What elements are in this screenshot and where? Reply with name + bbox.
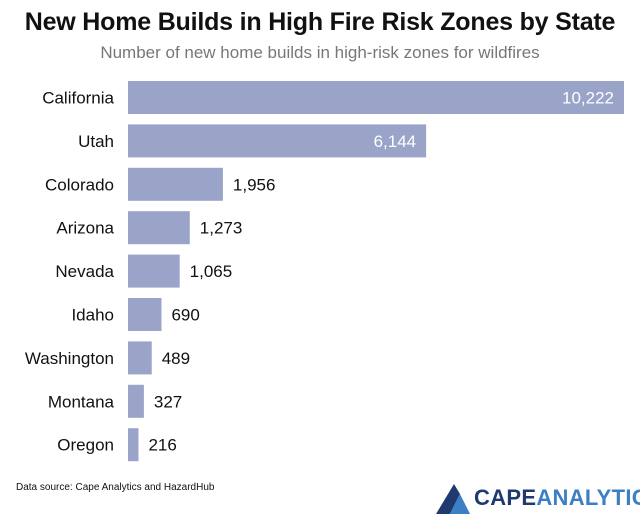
value-label: 1,065 [190,262,233,281]
category-label: Idaho [71,306,114,325]
value-label: 6,144 [374,132,417,151]
bar [128,428,139,462]
value-label: 489 [162,349,190,368]
logo-text-cape: CAPE [474,485,537,510]
category-label: Oregon [57,436,114,455]
logo-wordmark: CAPEANALYTICS [474,485,640,511]
category-label: Utah [78,132,114,151]
bar [128,167,223,201]
cape-analytics-logo: CAPEANALYTICS [436,480,640,516]
bar [128,341,152,375]
category-label: Nevada [55,262,114,281]
category-label: Colorado [45,175,114,194]
chart-title: New Home Builds in High Fire Risk Zones … [24,8,616,36]
bar [128,211,190,245]
value-label: 690 [171,306,199,325]
chart-subtitle: Number of new home builds in high-risk z… [100,43,540,62]
value-label: 216 [148,436,176,455]
value-label: 1,273 [200,219,243,238]
bar [128,298,162,331]
bar [128,384,144,418]
category-label: Montana [48,392,115,411]
bar [128,254,180,288]
value-label: 327 [154,392,182,411]
bar [128,124,427,158]
bar [128,81,624,114]
value-label: 1,956 [233,175,276,194]
category-label: California [42,89,114,108]
logo-text-analytics: ANALYTICS [536,485,640,510]
category-label: Washington [25,349,114,368]
category-label: Arizona [56,219,114,238]
mountain-logo-icon [436,484,470,514]
data-source-note: Data source: Cape Analytics and HazardHu… [16,482,215,493]
value-label: 10,222 [562,89,614,108]
